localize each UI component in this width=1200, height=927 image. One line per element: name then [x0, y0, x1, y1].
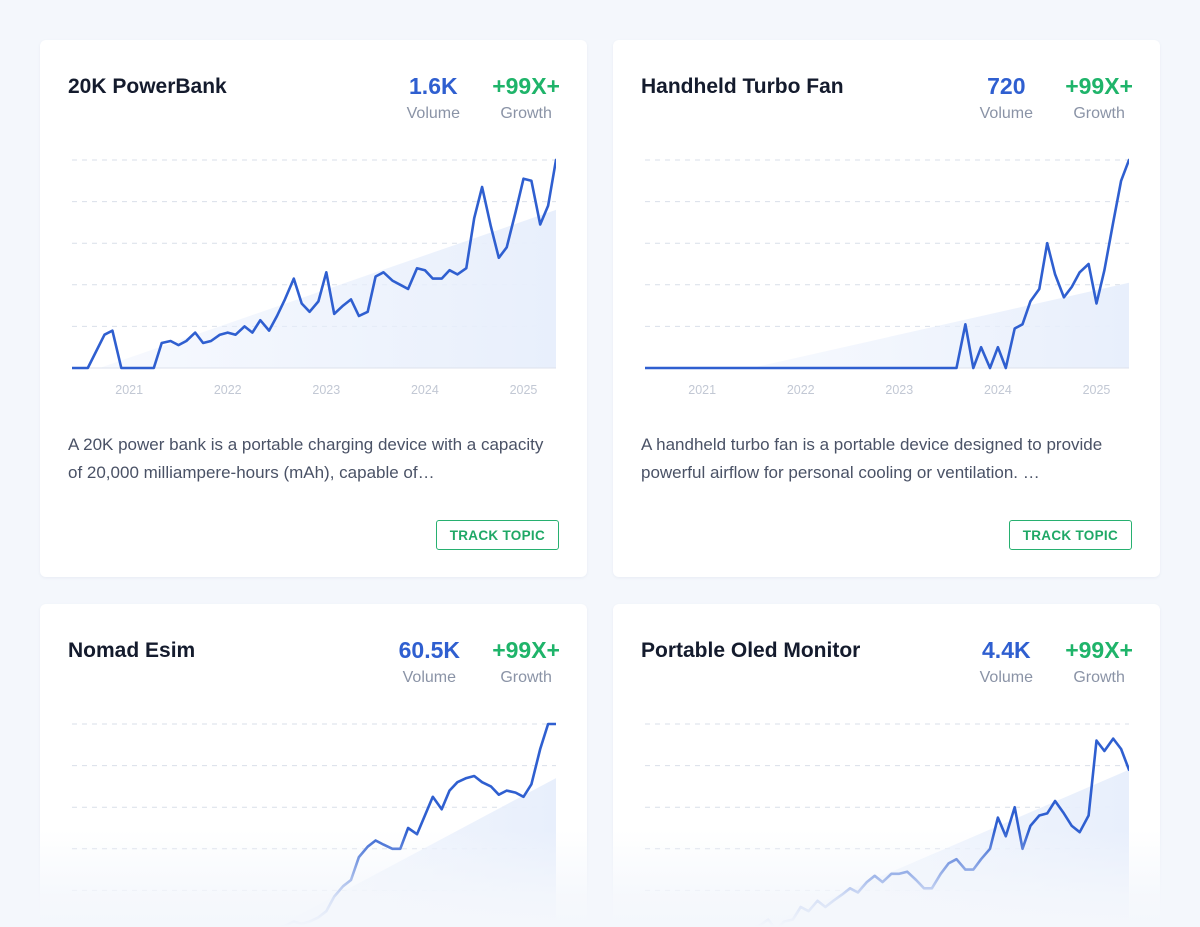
- card-title: 20K PowerBank: [68, 75, 227, 98]
- growth-stat: +99X+ Growth: [1065, 636, 1133, 687]
- volume-label: Volume: [402, 669, 456, 686]
- card-title: Portable Oled Monitor: [641, 639, 861, 662]
- volume-stat: 60.5K Volume: [399, 636, 460, 687]
- volume-value: 720: [987, 73, 1026, 99]
- card-description: A 20K power bank is a portable charging …: [68, 435, 544, 482]
- x-tick-label: 2023: [312, 383, 340, 397]
- x-tick-label: 2022: [214, 383, 242, 397]
- volume-value: 60.5K: [398, 637, 460, 663]
- volume-label: Volume: [979, 105, 1033, 122]
- growth-value: +99X+: [492, 73, 560, 99]
- x-tick-label: 2021: [688, 383, 716, 397]
- growth-stat: +99X+ Growth: [492, 72, 560, 123]
- series-line: [645, 158, 1129, 370]
- x-tick-label: 2025: [510, 383, 538, 397]
- x-tick-label: 2022: [787, 383, 815, 397]
- growth-label: Growth: [1073, 669, 1125, 686]
- volume-label: Volume: [979, 669, 1033, 686]
- trend-area: [276, 778, 556, 927]
- series-line: [72, 158, 556, 370]
- trend-card: Nomad Esim 60.5K Volume +99X+ Growth: [40, 604, 587, 927]
- volume-value: 4.4K: [982, 637, 1031, 663]
- x-tick-label: 2021: [115, 383, 143, 397]
- card-description: A handheld turbo fan is a portable devic…: [641, 435, 1103, 482]
- growth-value: +99X+: [1065, 637, 1133, 663]
- x-tick-label: 2024: [411, 383, 439, 397]
- growth-stat: +99X+ Growth: [492, 636, 560, 687]
- trend-card: 20K PowerBank 1.6K Volume +99X+ Growth 2…: [40, 40, 587, 577]
- card-title: Handheld Turbo Fan: [641, 75, 844, 98]
- volume-label: Volume: [406, 105, 460, 122]
- volume-stat: 4.4K Volume: [980, 636, 1033, 687]
- trend-card: Portable Oled Monitor 4.4K Volume +99X+ …: [613, 604, 1160, 927]
- growth-stat: +99X+ Growth: [1065, 72, 1133, 123]
- track-topic-button[interactable]: TRACK TOPIC: [435, 520, 559, 550]
- growth-label: Growth: [500, 105, 552, 122]
- trend-area: [751, 282, 1129, 368]
- growth-label: Growth: [500, 669, 552, 686]
- growth-value: +99X+: [492, 637, 560, 663]
- trend-chart: [72, 722, 556, 927]
- track-topic-button[interactable]: TRACK TOPIC: [1008, 520, 1132, 550]
- trend-chart: 2021 2022 2023 2024 2025: [645, 158, 1129, 397]
- growth-label: Growth: [1073, 105, 1125, 122]
- x-tick-label: 2024: [984, 383, 1012, 397]
- trend-area: [99, 209, 556, 368]
- x-tick-label: 2025: [1083, 383, 1111, 397]
- growth-value: +99X+: [1065, 73, 1133, 99]
- volume-stat: 1.6K Volume: [407, 72, 460, 123]
- x-tick-label: 2023: [885, 383, 913, 397]
- volume-stat: 720 Volume: [980, 72, 1033, 123]
- volume-value: 1.6K: [409, 73, 458, 99]
- trend-chart: 2021 2022 2023 2024 2025: [72, 158, 556, 397]
- trend-chart: [645, 723, 1129, 927]
- card-title: Nomad Esim: [68, 639, 196, 662]
- trend-card: Handheld Turbo Fan 720 Volume +99X+ Grow…: [613, 40, 1160, 577]
